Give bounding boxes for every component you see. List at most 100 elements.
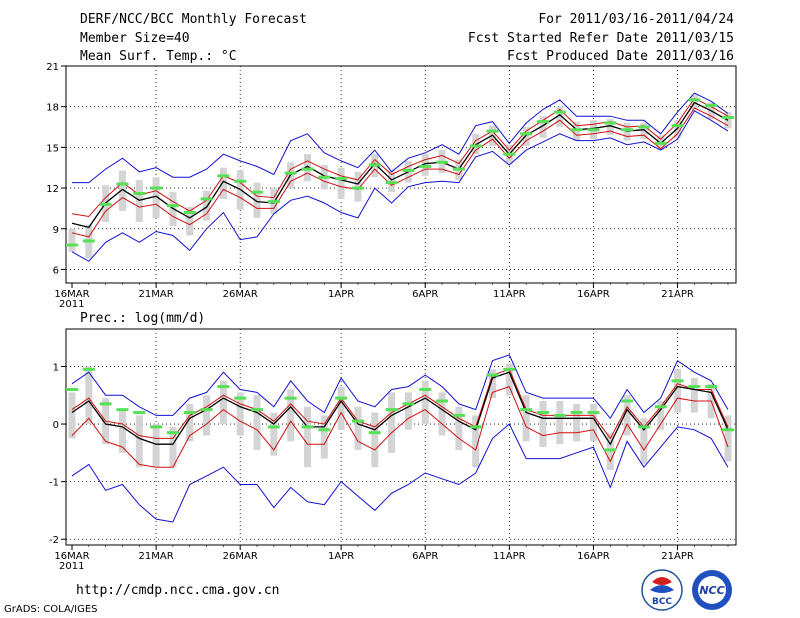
y-tick-label: 0 bbox=[53, 420, 59, 431]
spread-box bbox=[287, 389, 295, 442]
spread-box bbox=[623, 395, 631, 436]
bcc-logo: BCC bbox=[641, 569, 683, 611]
spread-box bbox=[320, 415, 328, 459]
ensemble-min-line bbox=[71, 110, 729, 262]
y-tick-label: 12 bbox=[46, 184, 59, 195]
spread-box bbox=[152, 424, 160, 468]
spread-box bbox=[505, 363, 513, 396]
spread-box bbox=[219, 380, 227, 425]
x-tick-label: 16MAR bbox=[54, 551, 89, 562]
spread-box bbox=[522, 127, 530, 147]
member-size-label: Member Size=40 bbox=[80, 31, 190, 46]
spread-box bbox=[169, 426, 177, 468]
ensemble-mean-line bbox=[71, 371, 729, 446]
y-tick-label: 18 bbox=[46, 103, 59, 114]
ensemble-mean-line bbox=[71, 101, 729, 229]
y-tick-label: 21 bbox=[46, 62, 59, 73]
x-tick-label: 2011 bbox=[59, 561, 84, 572]
y-tick-label: 9 bbox=[53, 225, 59, 236]
spread-box bbox=[489, 369, 497, 399]
spread-box bbox=[68, 392, 76, 439]
spread-box bbox=[270, 412, 278, 456]
upper-spread-line bbox=[71, 368, 729, 440]
x-tick-label: 21MAR bbox=[139, 289, 174, 300]
spread-box bbox=[404, 392, 412, 430]
x-tick-label: 11APR bbox=[493, 551, 526, 562]
forecast-started-label: Fcst Started Refer Date 2011/03/15 bbox=[467, 31, 734, 46]
temperature-variable-label: Mean Surf. Temp.: °C bbox=[80, 49, 237, 64]
x-tick-label: 1APR bbox=[328, 551, 354, 562]
spread-box bbox=[203, 395, 211, 436]
forecast-period-label: For 2011/03/16-2011/04/24 bbox=[538, 12, 734, 27]
spread-box bbox=[556, 106, 564, 128]
lower-spread-line bbox=[71, 385, 729, 468]
x-tick-label: 26MAR bbox=[223, 289, 258, 300]
spread-box bbox=[573, 403, 581, 442]
spread-box bbox=[118, 409, 126, 453]
source-url-link[interactable]: http://cmdp.ncc.cma.gov.cn bbox=[76, 583, 280, 598]
chart-title: DERF/NCC/BCC Monthly Forecast bbox=[80, 12, 307, 27]
forecast-produced-label: Fcst Produced Date 2011/03/16 bbox=[507, 49, 734, 64]
spread-box bbox=[724, 415, 732, 462]
x-tick-label: 6APR bbox=[412, 551, 438, 562]
spread-box bbox=[203, 190, 211, 221]
spread-box bbox=[623, 122, 631, 141]
x-tick-label: 21APR bbox=[661, 289, 694, 300]
x-tick-label: 16APR bbox=[577, 289, 610, 300]
spread-box bbox=[556, 401, 564, 445]
spread-box bbox=[186, 207, 194, 236]
spread-box bbox=[354, 406, 362, 450]
spread-box bbox=[539, 401, 547, 448]
x-tick-label: 11APR bbox=[493, 289, 526, 300]
bcc-logo-text: BCC bbox=[652, 597, 672, 607]
spread-box bbox=[85, 366, 93, 425]
spread-box bbox=[455, 406, 463, 450]
spread-box bbox=[438, 392, 446, 436]
x-tick-label: 6APR bbox=[412, 289, 438, 300]
lower-spread-line bbox=[71, 107, 729, 238]
ensemble-max-line bbox=[71, 354, 729, 420]
spread-box bbox=[606, 118, 614, 136]
x-tick-label: 21MAR bbox=[139, 551, 174, 562]
x-tick-label: 26MAR bbox=[223, 551, 258, 562]
spread-box bbox=[253, 395, 261, 450]
grads-credit: GrADS: COLA/IGES bbox=[4, 604, 98, 615]
y-tick-label: 6 bbox=[53, 265, 59, 276]
spread-box bbox=[152, 177, 160, 218]
plot-frame bbox=[65, 328, 737, 546]
spread-box bbox=[68, 228, 76, 252]
spread-box bbox=[337, 386, 345, 430]
spread-box bbox=[589, 403, 597, 442]
y-tick-label: 1 bbox=[53, 362, 59, 373]
spread-box bbox=[640, 418, 648, 465]
x-tick-label: 21APR bbox=[661, 551, 694, 562]
spread-box bbox=[421, 380, 429, 425]
y-tick-label: 15 bbox=[46, 143, 59, 154]
spread-box bbox=[674, 369, 682, 413]
precipitation-variable-label: Prec.: log(mm/d) bbox=[80, 311, 206, 326]
x-tick-label: 1APR bbox=[328, 289, 354, 300]
upper-spread-line bbox=[71, 97, 729, 218]
x-tick-label: 2011 bbox=[59, 299, 84, 310]
x-tick-label: 16APR bbox=[577, 551, 610, 562]
ensemble-min-line bbox=[71, 423, 729, 523]
y-tick-label: -2 bbox=[49, 535, 59, 546]
spread-box bbox=[371, 412, 379, 468]
spread-box bbox=[186, 403, 194, 442]
spread-box bbox=[135, 415, 143, 468]
spread-box bbox=[690, 377, 698, 413]
spread-box bbox=[236, 392, 244, 436]
spread-box bbox=[472, 415, 480, 468]
spread-box bbox=[539, 116, 547, 138]
x-tick-label: 16MAR bbox=[54, 289, 89, 300]
spread-box bbox=[253, 182, 261, 218]
ncc-logo: NCC bbox=[692, 570, 732, 610]
spread-box bbox=[657, 401, 665, 430]
ncc-logo-text: NCC bbox=[699, 584, 724, 597]
plot-frame bbox=[65, 65, 737, 284]
spread-box bbox=[337, 167, 345, 199]
spread-box bbox=[219, 167, 227, 199]
spread-box bbox=[118, 170, 126, 212]
